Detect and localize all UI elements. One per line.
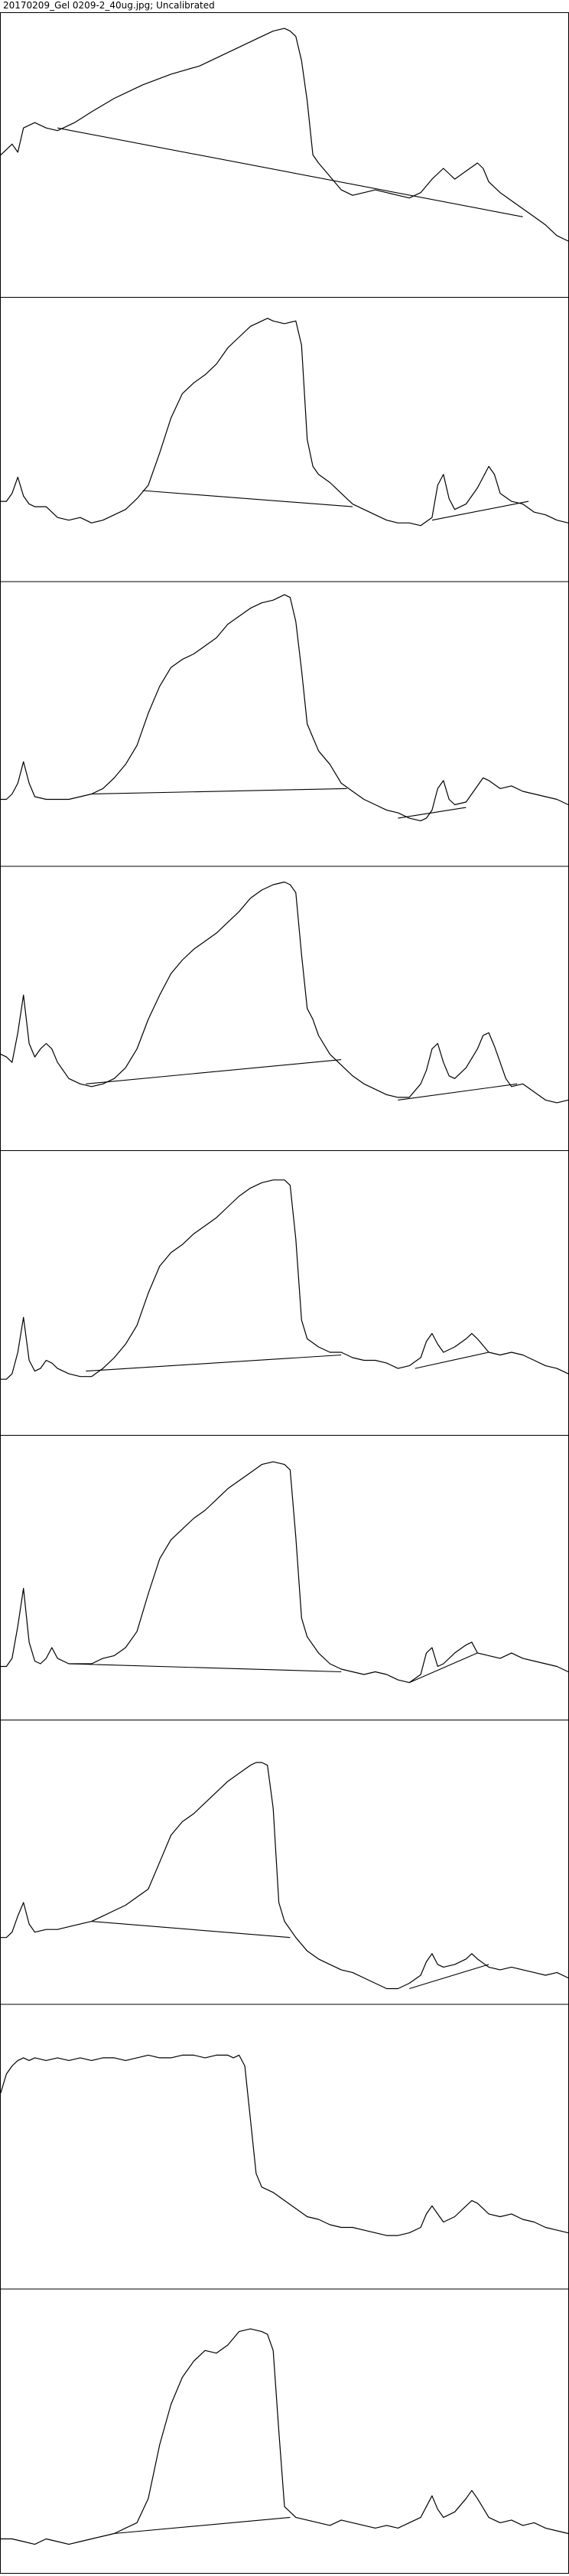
peak-baseline-line bbox=[415, 1352, 489, 1369]
peak-baseline-line bbox=[86, 1354, 342, 1372]
lane-frame bbox=[0, 866, 569, 1152]
lane-frame bbox=[0, 296, 569, 582]
peak-baseline-line bbox=[409, 1964, 489, 1990]
peak-baseline-line bbox=[91, 1921, 291, 1939]
peak-baseline-line bbox=[57, 127, 523, 217]
lane-5 bbox=[0, 1150, 569, 1436]
page-title: 20170209_Gel 0209-2_40ug.jpg; Uncalibrat… bbox=[3, 0, 215, 11]
lane-7 bbox=[0, 1719, 569, 2005]
lane-4 bbox=[0, 866, 569, 1152]
lane-frame bbox=[0, 12, 569, 298]
lane-frame bbox=[0, 2288, 569, 2574]
lane-2 bbox=[0, 296, 569, 582]
peak-baseline-line bbox=[398, 1083, 518, 1101]
peak-baseline-line bbox=[114, 2516, 291, 2535]
density-profile-line bbox=[0, 1762, 569, 1990]
density-profile-line bbox=[0, 2054, 569, 2236]
density-profile-line bbox=[0, 1461, 569, 1684]
lane-frame bbox=[0, 1435, 569, 1720]
lane-9 bbox=[0, 2288, 569, 2574]
lane-frame bbox=[0, 1150, 569, 1436]
lane-1 bbox=[0, 12, 569, 298]
density-profile-line bbox=[0, 1179, 569, 1380]
lane-8 bbox=[0, 2004, 569, 2290]
density-profile-line bbox=[0, 2328, 569, 2545]
peak-baseline-line bbox=[408, 1652, 478, 1684]
lane-frame bbox=[0, 581, 569, 867]
lane-6 bbox=[0, 1435, 569, 1720]
density-profile-line bbox=[0, 881, 569, 1104]
peak-baseline-line bbox=[86, 1059, 342, 1084]
lane-3 bbox=[0, 581, 569, 867]
density-profile-line bbox=[0, 594, 569, 822]
peak-baseline-line bbox=[142, 490, 353, 507]
lane-frame bbox=[0, 2004, 569, 2290]
peak-baseline-line bbox=[431, 501, 529, 521]
peak-baseline-line bbox=[68, 1663, 342, 1673]
density-profile-line bbox=[0, 318, 569, 527]
density-profile-line bbox=[0, 28, 569, 242]
lane-frame bbox=[0, 1719, 569, 2005]
peak-baseline-line bbox=[398, 807, 467, 819]
peak-baseline-line bbox=[91, 787, 347, 795]
